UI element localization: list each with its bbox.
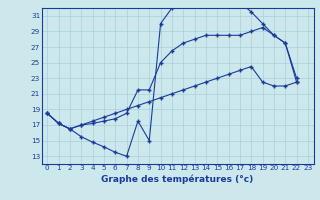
X-axis label: Graphe des températures (°c): Graphe des températures (°c): [101, 174, 254, 184]
